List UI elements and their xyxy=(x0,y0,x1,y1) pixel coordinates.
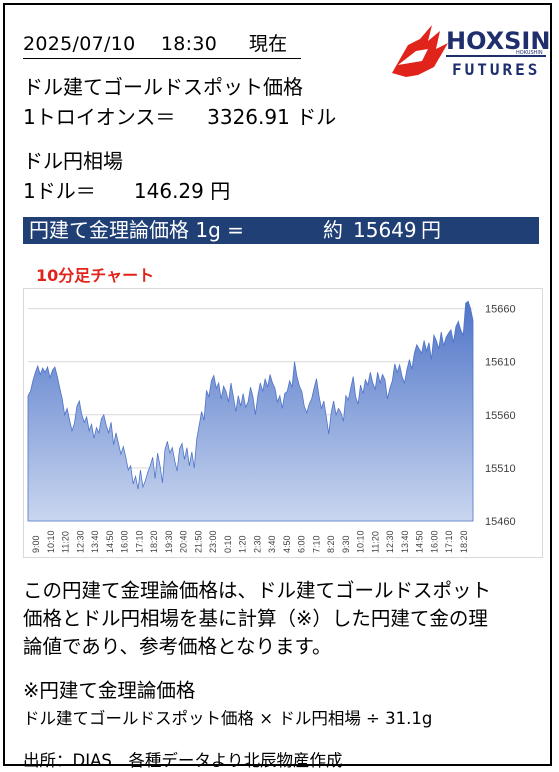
gold-10min-area-chart: 15460 15510 15560 15610 15660 9:00 10:10 11:20… xyxy=(23,288,543,558)
x-tick-label: 12:30 xyxy=(385,530,395,553)
status-text: 現在 xyxy=(248,33,288,55)
fx-value: 146.29 xyxy=(133,179,204,203)
x-tick-label: 14:50 xyxy=(415,530,425,553)
gold-price-line: 1トロイオンス＝ 3326.91 ドル xyxy=(23,101,336,130)
date-text: 2025/07/10 xyxy=(23,33,136,55)
x-tick-label: 10:10 xyxy=(46,530,56,553)
theory-value: 15649 xyxy=(353,218,417,242)
theory-label: 円建て金理論価格 1g = xyxy=(29,218,244,242)
source-text: 出所：DIAS 各種データより北辰物産作成 xyxy=(23,751,343,770)
x-tick-label: 0:10 xyxy=(223,535,233,553)
y-tick-label: 15460 xyxy=(485,516,516,528)
logo-small: HOKUSHIN xyxy=(516,50,543,56)
x-tick-label: 18:20 xyxy=(149,530,159,553)
x-tick-label: 17:10 xyxy=(134,530,144,553)
x-tick-label: 17:10 xyxy=(444,530,454,553)
x-tick-label: 1:20 xyxy=(238,535,248,553)
note-title: ※円建て金理論価格 xyxy=(23,679,196,702)
fx-unit: 円 xyxy=(210,179,231,203)
x-tick-label: 8:20 xyxy=(326,535,336,553)
x-tick-label: 20:40 xyxy=(179,530,189,553)
x-tick-label: 19:30 xyxy=(164,530,174,553)
gold-unit-label: 1トロイオンス＝ xyxy=(23,105,176,129)
y-tick-label: 15510 xyxy=(485,463,516,475)
chart-title: 10分足チャート xyxy=(36,266,155,285)
price-area-series xyxy=(27,300,474,522)
theory-prefix: 約 xyxy=(323,218,343,242)
time-text: 18:30 xyxy=(160,33,218,55)
x-tick-label: 4:50 xyxy=(282,535,292,553)
description-line-3: 論値であり、参考価格となります。 xyxy=(23,635,332,658)
x-tick-label: 10:10 xyxy=(356,530,366,553)
logo-name: HOXSIN xyxy=(446,27,550,55)
x-tick-label: 2:30 xyxy=(252,535,262,553)
theory-unit: 円 xyxy=(421,218,441,242)
x-tick-label: 23:00 xyxy=(208,530,218,553)
description-line-2: 価格とドル円相場を基に計算（※）した円建て金の理 xyxy=(23,607,488,630)
logo-sub: FUTURES xyxy=(452,60,540,79)
fx-label: ドル円相場 xyxy=(23,149,123,173)
fx-unit-label: 1ドル＝ xyxy=(23,179,96,203)
x-tick-label: 11:20 xyxy=(370,531,380,553)
x-tick-label: 6:00 xyxy=(297,535,307,553)
x-tick-label: 21:50 xyxy=(193,530,203,553)
x-tick-label: 9:00 xyxy=(31,535,41,553)
x-tick-label: 14:50 xyxy=(105,530,115,553)
gold-label: ドル建てゴールドスポット価格 xyxy=(23,75,303,99)
timestamp-header: 2025/07/10 18:30 現在 xyxy=(23,29,302,59)
formula-text: ドル建てゴールドスポット価格 × ドル円相場 ÷ 31.1g xyxy=(23,709,433,728)
x-tick-label: 12:30 xyxy=(75,530,85,553)
y-tick-label: 15610 xyxy=(485,357,516,369)
x-tick-label: 9:30 xyxy=(341,535,351,553)
x-tick-label: 3:40 xyxy=(267,535,277,553)
x-tick-label: 18:20 xyxy=(459,530,469,553)
x-tick-label: 13:40 xyxy=(400,530,410,553)
x-tick-label: 16:00 xyxy=(120,530,130,553)
gold-unit: ドル xyxy=(296,105,337,129)
theory-price-banner: 円建て金理論価格 1g = 約 15649 円 xyxy=(23,217,539,244)
description-line-1: この円建て金理論価格は、ドル建てゴールドスポット xyxy=(23,579,492,602)
hoxsin-logo: HOXSIN HOKUSHIN FUTURES xyxy=(392,25,550,79)
x-tick-label: 11:20 xyxy=(61,531,71,553)
x-tick-label: 7:10 xyxy=(311,535,321,553)
report-card: 2025/07/10 18:30 現在 HOXSIN HOKUSHIN FUTU… xyxy=(3,3,552,770)
fx-rate-line: 1ドル＝ 146.29 円 xyxy=(23,175,230,204)
y-tick-label: 15560 xyxy=(485,410,516,422)
y-tick-label: 15660 xyxy=(485,304,516,316)
gold-value: 3326.91 xyxy=(207,105,290,129)
x-tick-label: 13:40 xyxy=(90,530,100,553)
x-tick-label: 16:00 xyxy=(429,530,439,553)
